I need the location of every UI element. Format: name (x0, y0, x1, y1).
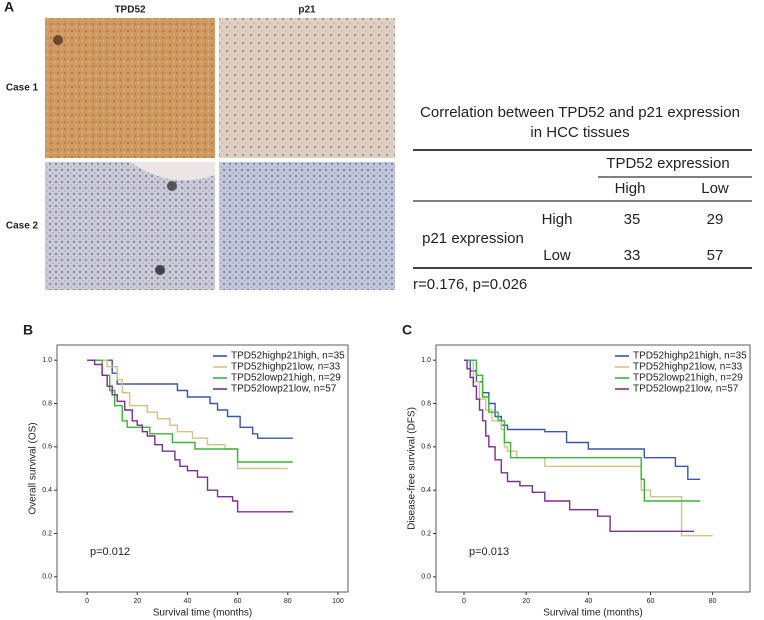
legend-label: TPD52highp21low, n=33 (633, 362, 743, 373)
survival-curve (87, 359, 293, 513)
panel-label: C (402, 322, 412, 338)
y-tick-label: 0.0 (421, 574, 431, 581)
y-tick-label: 1.0 (421, 357, 431, 364)
x-tick-label: 0 (462, 598, 466, 605)
x-axis-label: Survival time (months) (153, 608, 252, 619)
survival-curve (463, 359, 695, 533)
y-axis-label: Disease-free survival (DFS) (407, 407, 418, 530)
table-cell: 57 (707, 247, 724, 264)
y-tick-label: 0.2 (42, 530, 52, 537)
table-title: Correlation between TPD52 and p21 expres… (420, 104, 740, 121)
annotation: p=0.013 (469, 546, 509, 558)
x-tick-label: 20 (133, 598, 141, 605)
x-tick-label: 100 (332, 598, 344, 605)
table-title: in HCC tissues (530, 124, 629, 141)
row-header: Low (543, 247, 571, 264)
survival-curve (87, 359, 288, 470)
micrographs (45, 18, 395, 290)
column-label: TPD52 (114, 5, 146, 16)
table-cell: 35 (624, 211, 641, 228)
x-tick-label: 60 (234, 598, 242, 605)
x-tick-label: 80 (284, 598, 292, 605)
legend-label: TPD52lowp21low, n=57 (231, 384, 337, 395)
y-axis-label: Overall survival (OS) (28, 422, 39, 514)
annotation: p=0.012 (90, 546, 130, 558)
x-tick-label: 60 (647, 598, 655, 605)
panel-label: B (23, 322, 33, 338)
survival-curve (87, 359, 293, 463)
table-cell: 33 (624, 247, 641, 264)
row-header: High (542, 211, 573, 228)
legend-label: TPD52lowp21high, n=29 (231, 373, 341, 384)
column-header: High (615, 180, 646, 197)
survival-curve (463, 359, 701, 502)
x-tick-label: 80 (709, 598, 717, 605)
plot-frame (435, 344, 751, 593)
legend-label: TPD52lowp21low, n=57 (633, 384, 739, 395)
column-label: p21 (298, 5, 316, 16)
y-tick-label: 1.0 (42, 357, 52, 364)
y-tick-label: 0.4 (421, 487, 431, 494)
survival-curve (463, 359, 713, 537)
legend-label: TPD52lowp21high, n=29 (633, 373, 743, 384)
y-tick-label: 0.6 (42, 444, 52, 451)
y-tick-label: 0.0 (42, 574, 52, 581)
column-header: Low (701, 180, 729, 197)
legend-label: TPD52highp21low, n=33 (231, 362, 341, 373)
row-group: p21 expression (422, 230, 524, 247)
y-tick-label: 0.8 (42, 400, 52, 407)
y-tick-label: 0.8 (421, 400, 431, 407)
y-tick-label: 0.6 (421, 444, 431, 451)
y-tick-label: 0.2 (421, 530, 431, 537)
legend-label: TPD52highp21high, n=35 (633, 351, 747, 362)
row-label: Case 2 (6, 221, 39, 232)
row-label: Case 1 (6, 83, 39, 94)
legend-label: TPD52highp21high, n=35 (231, 351, 345, 362)
panel-label: A (4, 0, 14, 15)
table-note: r=0.176, p=0.026 (413, 276, 527, 293)
x-tick-label: 40 (184, 598, 192, 605)
column-group: TPD52 expression (606, 155, 729, 172)
x-tick-label: 20 (522, 598, 530, 605)
x-axis-label: Survival time (months) (543, 608, 642, 619)
plot-frame (56, 344, 349, 593)
y-tick-label: 0.4 (42, 487, 52, 494)
table: Correlation between TPD52 and p21 expres… (413, 104, 752, 293)
x-tick-label: 0 (85, 598, 89, 605)
table-cell: 29 (707, 211, 724, 228)
x-tick-label: 40 (584, 598, 592, 605)
